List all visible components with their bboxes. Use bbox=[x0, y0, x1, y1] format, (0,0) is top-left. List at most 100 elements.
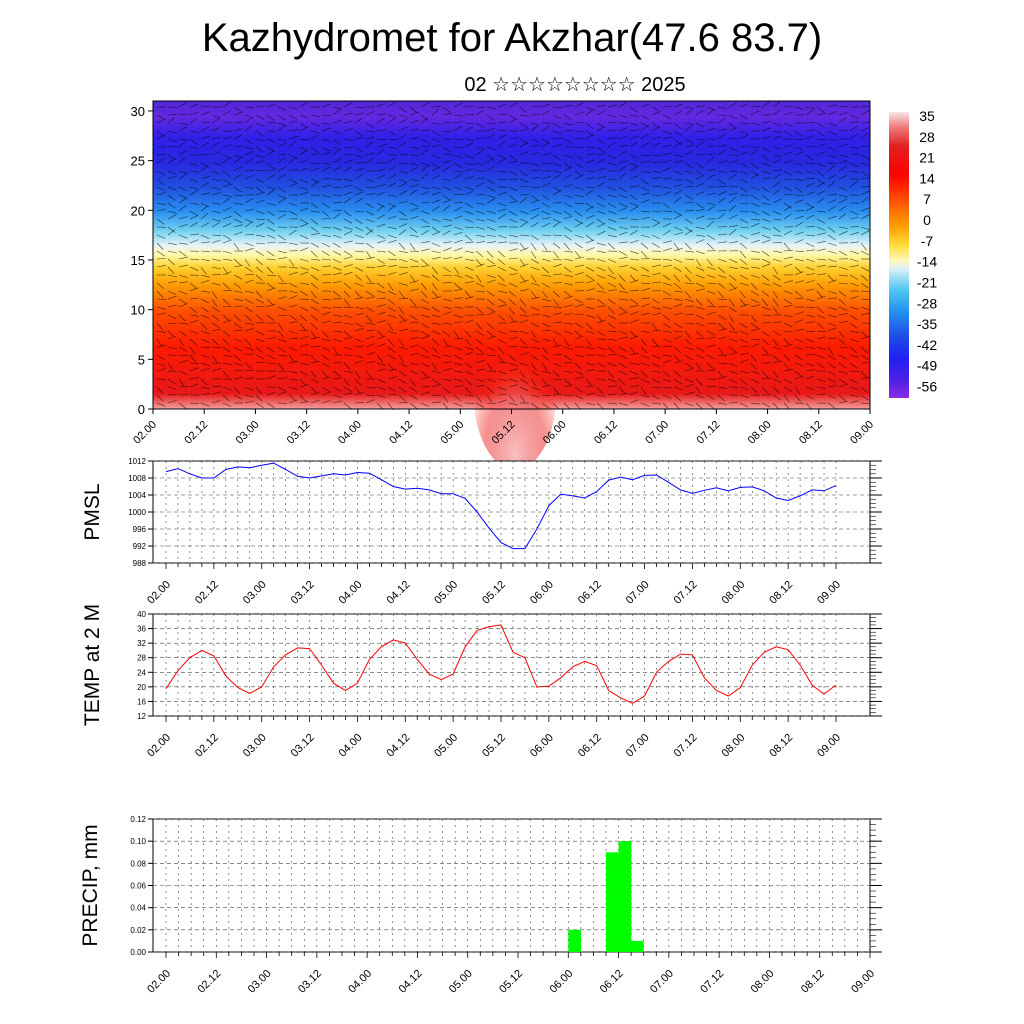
wind-barb bbox=[849, 181, 858, 188]
wind-barb bbox=[497, 241, 507, 244]
wind-barb bbox=[728, 362, 738, 367]
wind-barb bbox=[541, 202, 551, 208]
wind-barb bbox=[662, 359, 672, 364]
wind-barb bbox=[332, 290, 341, 297]
wind-barb bbox=[420, 335, 430, 340]
wind-barb bbox=[189, 402, 200, 405]
wind-barb bbox=[519, 274, 526, 283]
wind-barb bbox=[684, 106, 694, 109]
wind-barb bbox=[497, 338, 506, 344]
wind-barb bbox=[695, 130, 706, 132]
wind-barb bbox=[607, 338, 617, 341]
wind-barb bbox=[772, 282, 782, 287]
wind-barb bbox=[783, 322, 793, 328]
wind-barb bbox=[420, 376, 430, 380]
wind-barb bbox=[541, 141, 550, 148]
wind-barb bbox=[266, 122, 277, 124]
wind-barb bbox=[156, 202, 166, 206]
wind-barb bbox=[629, 162, 639, 167]
wind-barb bbox=[574, 162, 583, 168]
wind-barb bbox=[365, 257, 375, 260]
temp-y-tick-label: 20 bbox=[137, 683, 146, 692]
wind-barb bbox=[277, 114, 286, 121]
wind-barb bbox=[409, 250, 420, 253]
wind-barb bbox=[211, 118, 220, 124]
wind-barb bbox=[288, 346, 298, 352]
wind-barb bbox=[167, 314, 177, 320]
wind-barb bbox=[816, 143, 826, 148]
wind-barb bbox=[827, 242, 837, 246]
wind-barb bbox=[332, 280, 342, 284]
colorbar-label: 21 bbox=[919, 150, 935, 166]
wind-barb bbox=[442, 378, 452, 382]
chart-subtitle: 02 ☆☆☆☆☆☆☆☆ 2025 bbox=[464, 74, 686, 96]
wind-barb bbox=[552, 154, 561, 161]
wind-barb bbox=[167, 362, 174, 371]
wind-barb bbox=[684, 367, 694, 372]
wind-barb bbox=[552, 162, 562, 167]
wind-barb bbox=[277, 306, 287, 311]
wind-barb bbox=[838, 231, 848, 236]
wind-barb bbox=[156, 344, 166, 348]
wind-barb bbox=[178, 378, 185, 387]
wind-barb bbox=[497, 314, 506, 321]
pmsl-x-tick-label: 02.12 bbox=[193, 579, 221, 607]
wind-barb bbox=[354, 106, 365, 109]
wind-barb bbox=[816, 330, 827, 333]
wind-barb bbox=[794, 354, 803, 361]
wind-barb bbox=[200, 181, 209, 188]
wind-barb bbox=[805, 330, 816, 332]
temp-panel bbox=[148, 613, 882, 722]
pmsl-y-tick-label: 1012 bbox=[128, 457, 146, 466]
wind-barb bbox=[607, 162, 617, 166]
wind-barb bbox=[475, 346, 483, 354]
wind-barb bbox=[596, 230, 606, 236]
wind-barb bbox=[310, 378, 320, 384]
wind-barb bbox=[420, 402, 430, 407]
wind-barb bbox=[376, 368, 386, 372]
wind-barb bbox=[816, 190, 826, 196]
wind-barb bbox=[288, 295, 298, 300]
wind-barb bbox=[288, 178, 298, 184]
wind-barb bbox=[508, 394, 515, 403]
wind-barb bbox=[706, 305, 717, 308]
wind-barb bbox=[233, 186, 242, 193]
wind-barb bbox=[563, 295, 573, 300]
wind-barb bbox=[827, 146, 837, 151]
wind-barb bbox=[167, 114, 178, 116]
wind-barb bbox=[618, 135, 628, 140]
wind-barb bbox=[607, 104, 617, 108]
wind-barb bbox=[354, 242, 365, 245]
wind-barb bbox=[189, 287, 199, 292]
wind-barb bbox=[552, 210, 562, 215]
wind-barb bbox=[508, 337, 518, 340]
wind-barb bbox=[233, 370, 244, 372]
wind-barb bbox=[222, 258, 232, 261]
wind-barb bbox=[596, 354, 606, 357]
wind-barb bbox=[794, 194, 805, 196]
wind-barb bbox=[651, 345, 662, 348]
wind-barb bbox=[277, 377, 287, 380]
wind-barb bbox=[266, 104, 276, 108]
wind-barb bbox=[321, 370, 329, 378]
wind-barb bbox=[717, 322, 725, 330]
wind-barb bbox=[706, 242, 714, 250]
wind-barb bbox=[684, 144, 694, 148]
wind-barb bbox=[475, 353, 485, 356]
wind-barb bbox=[541, 298, 551, 302]
wind-barb bbox=[849, 386, 859, 390]
wind-barb bbox=[420, 172, 429, 180]
wind-barb bbox=[497, 282, 507, 287]
wind-barb bbox=[717, 362, 728, 364]
wind-barb bbox=[849, 378, 858, 384]
wind-barb bbox=[673, 232, 683, 236]
wind-barb bbox=[343, 256, 353, 260]
wind-barb bbox=[530, 322, 540, 328]
wind-barb bbox=[794, 138, 805, 141]
wind-barb bbox=[827, 297, 837, 300]
wind-barb bbox=[178, 170, 188, 174]
wind-barb bbox=[442, 224, 452, 228]
wind-barb bbox=[409, 207, 419, 212]
wind-barb bbox=[717, 298, 728, 301]
wind-barb bbox=[178, 370, 188, 375]
